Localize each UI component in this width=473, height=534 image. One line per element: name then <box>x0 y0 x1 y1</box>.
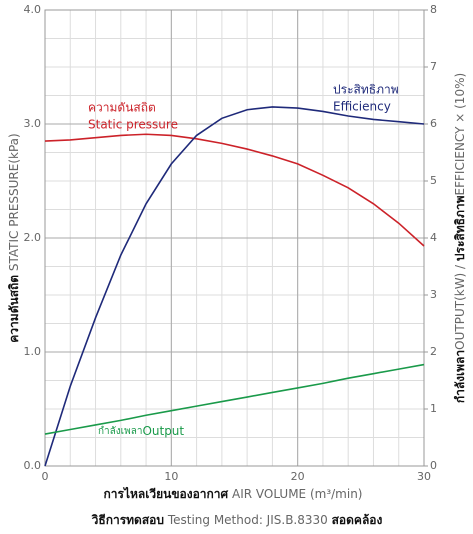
y2-axis-label-en: OUTPUT(kW) / <box>453 261 467 350</box>
x-axis-label-th: การไหลเวียนของอากาศ <box>104 486 229 501</box>
y-tick-label: 2.0 <box>24 231 42 244</box>
note-th: สอดคล้อง <box>332 513 383 527</box>
note-en: Testing Method: JIS.B.8330 <box>164 513 332 527</box>
y2-tick-label: 5 <box>430 174 437 187</box>
series-label-th: ความดันสถิต <box>88 101 156 115</box>
note-th: วิธีการทดสอบ <box>91 513 164 527</box>
y2-tick-label: 1 <box>430 402 437 415</box>
y2-axis-label: กำลังเพลาOUTPUT(kW) / ประสิทธิภาพEFFICIE… <box>453 73 467 403</box>
y2-tick-label: 2 <box>430 345 437 358</box>
y-tick-label: 3.0 <box>24 117 42 130</box>
series-line <box>44 363 425 435</box>
y2-tick-label: 7 <box>430 60 437 73</box>
series-line <box>44 106 425 467</box>
y2-tick-label: 3 <box>430 288 437 301</box>
x-axis-label-en: AIR VOLUME (m³/min) <box>228 487 362 501</box>
note: วิธีการทดสอบ Testing Method: JIS.B.8330 … <box>91 513 382 527</box>
y-axis-label-en: STATIC PRESSURE(kPa) <box>7 133 21 275</box>
x-tick-label: 20 <box>291 470 305 483</box>
x-tick-label: 10 <box>164 470 178 483</box>
plot-area <box>44 9 425 467</box>
y2-tick-label: 0 <box>430 459 437 472</box>
series-label: กำลังเพลาOutput <box>98 424 184 438</box>
series-label-th: ประสิทธิภาพ <box>333 83 399 97</box>
y-axis-label: ความดันสถิต STATIC PRESSURE(kPa) <box>7 133 21 342</box>
series-label: Efficiency <box>333 100 391 114</box>
y-tick-label: 4.0 <box>24 3 42 16</box>
x-tick-label: 0 <box>42 470 49 483</box>
y-tick-label: 0.0 <box>24 459 42 472</box>
y-axis-label-th: ความดันสถิต <box>7 275 21 343</box>
x-tick-label: 30 <box>417 470 431 483</box>
y2-axis-label-th: ประสิทธิภาพ <box>453 195 467 261</box>
y2-tick-label: 6 <box>430 117 437 130</box>
y2-axis-label-en: EFFICIENCY × (10%) <box>453 73 467 196</box>
y-tick-label: 1.0 <box>24 345 42 358</box>
series-line <box>44 133 425 247</box>
y2-axis-label-th: กำลังเพลา <box>453 350 467 403</box>
y2-tick-label: 4 <box>430 231 437 244</box>
series-label: Static pressure <box>88 118 178 132</box>
series-label-th: กำลังเพลา <box>98 426 142 437</box>
series-label: Output <box>142 424 184 438</box>
x-axis-label: การไหลเวียนของอากาศ AIR VOLUME (m³/min) <box>104 486 363 501</box>
y2-tick-label: 8 <box>430 3 437 16</box>
